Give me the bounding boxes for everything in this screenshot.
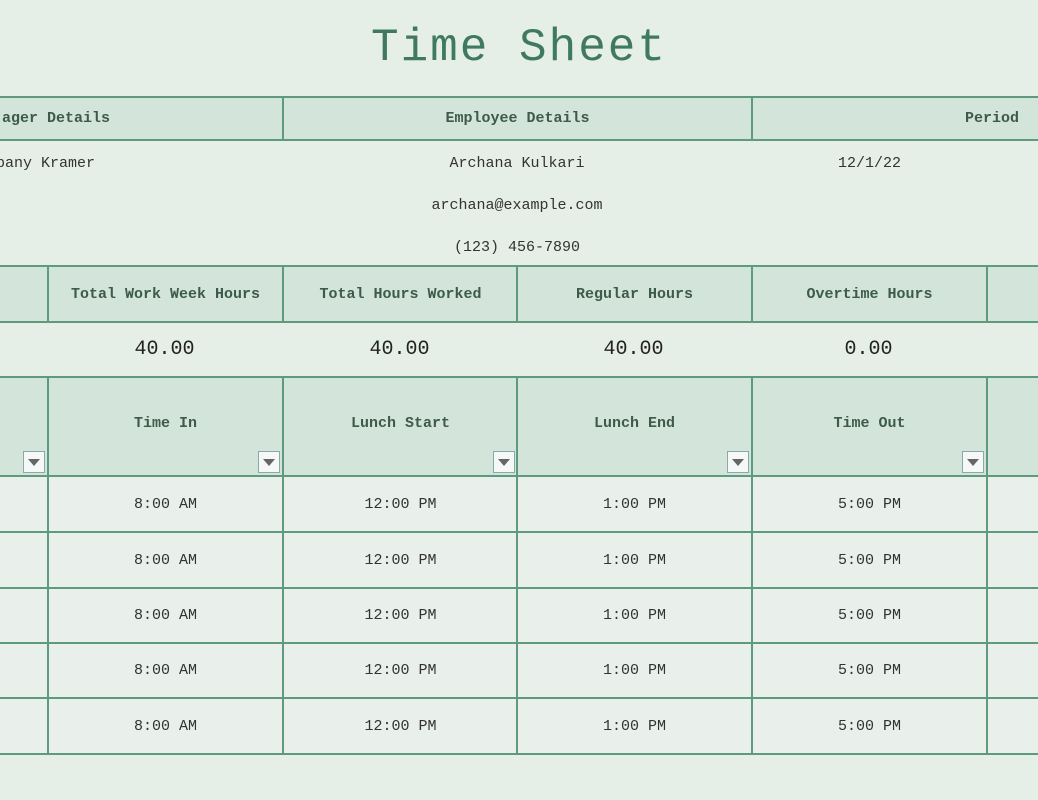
cell-value: 5:00 PM xyxy=(837,607,901,624)
summary-header-blank xyxy=(0,265,49,323)
period-value[interactable]: 12/1/22 xyxy=(837,155,901,172)
period-label: Period xyxy=(964,110,1019,127)
table-cell-empty[interactable] xyxy=(0,475,49,533)
column-header-label: Time In xyxy=(133,415,197,432)
chevron-down-icon xyxy=(732,458,744,466)
cell-value: 5:00 PM xyxy=(837,551,901,569)
summary-header-label: Total Hours Worked xyxy=(319,285,482,303)
filter-dropdown-button[interactable] xyxy=(23,451,45,473)
table-cell-empty[interactable] xyxy=(0,642,49,699)
chevron-down-icon xyxy=(28,458,40,466)
cell-value: 8:00 AM xyxy=(133,495,197,513)
cell-value: 1:00 PM xyxy=(602,551,666,569)
manager-name[interactable]: pany Kramer xyxy=(0,155,96,172)
table-cell-empty[interactable] xyxy=(986,475,1038,533)
cell-value: 12:00 PM xyxy=(364,662,437,679)
filter-dropdown-button[interactable] xyxy=(727,451,749,473)
table-cell[interactable]: 5:00 PM xyxy=(751,642,988,699)
page-title: Time Sheet xyxy=(370,22,668,74)
table-cell[interactable]: 1:00 PM xyxy=(516,642,753,699)
summary-header-total-hours-worked[interactable]: Total Hours Worked xyxy=(282,265,519,323)
table-header-blank[interactable] xyxy=(0,376,49,477)
cell-value: 1:00 PM xyxy=(602,607,666,624)
table-header-time-out[interactable]: Time Out xyxy=(751,376,988,477)
table-cell[interactable]: 5:00 PM xyxy=(751,531,988,589)
table-cell[interactable]: 8:00 AM xyxy=(47,697,284,755)
overtime-hours-value[interactable]: 0.00 xyxy=(844,338,893,361)
filter-dropdown-button[interactable] xyxy=(493,451,515,473)
filter-dropdown-button[interactable] xyxy=(962,451,984,473)
table-cell[interactable]: 1:00 PM xyxy=(516,697,753,755)
column-header-label: Lunch Start xyxy=(350,415,451,432)
table-cell[interactable]: 8:00 AM xyxy=(47,642,284,699)
table-cell-empty[interactable] xyxy=(986,642,1038,699)
column-header-label: Time Out xyxy=(833,415,906,432)
cell-value: 1:00 PM xyxy=(602,662,666,679)
table-cell-empty[interactable] xyxy=(0,531,49,589)
table-cell-empty[interactable] xyxy=(986,587,1038,644)
table-cell[interactable]: 5:00 PM xyxy=(751,587,988,644)
cell-value: 8:00 AM xyxy=(133,607,197,624)
cell-value: 12:00 PM xyxy=(364,717,437,735)
table-cell[interactable]: 1:00 PM xyxy=(516,475,753,533)
summary-header-label: Total Work Week Hours xyxy=(70,285,261,303)
regular-hours-value[interactable]: 40.00 xyxy=(603,338,664,361)
period-header[interactable]: Period xyxy=(751,96,1038,141)
summary-header-label: Overtime Hours xyxy=(806,285,933,303)
cell-value: 5:00 PM xyxy=(837,495,901,513)
cell-value: 8:00 AM xyxy=(133,662,197,679)
summary-header-extra xyxy=(986,265,1038,323)
summary-header-label: Regular Hours xyxy=(575,285,694,303)
cell-value: 5:00 PM xyxy=(837,717,901,735)
cell-value: 12:00 PM xyxy=(364,607,437,624)
table-cell[interactable]: 12:00 PM xyxy=(282,642,519,699)
total-hours-worked-value[interactable]: 40.00 xyxy=(369,338,430,361)
chevron-down-icon xyxy=(498,458,510,466)
table-cell[interactable]: 12:00 PM xyxy=(282,475,519,533)
employee-details-header[interactable]: Employee Details xyxy=(282,96,753,141)
table-cell[interactable]: 8:00 AM xyxy=(47,475,284,533)
table-cell[interactable]: 5:00 PM xyxy=(751,475,988,533)
table-cell-empty[interactable] xyxy=(986,531,1038,589)
table-cell[interactable]: 1:00 PM xyxy=(516,587,753,644)
table-header-extra xyxy=(986,376,1038,477)
cell-value: 5:00 PM xyxy=(837,662,901,679)
table-header-lunch-start[interactable]: Lunch Start xyxy=(282,376,519,477)
table-cell[interactable]: 5:00 PM xyxy=(751,697,988,755)
table-cell[interactable]: 12:00 PM xyxy=(282,587,519,644)
summary-header-overtime-hours[interactable]: Overtime Hours xyxy=(751,265,988,323)
table-cell[interactable]: 12:00 PM xyxy=(282,531,519,589)
column-header-label: Lunch End xyxy=(593,415,675,432)
manager-details-header[interactable]: ager Details xyxy=(0,96,284,141)
employee-details-label: Employee Details xyxy=(445,110,590,127)
total-work-week-hours-value[interactable]: 40.00 xyxy=(134,338,195,361)
employee-email[interactable]: archana@example.com xyxy=(431,197,603,214)
table-cell[interactable]: 12:00 PM xyxy=(282,697,519,755)
manager-details-label: ager Details xyxy=(2,110,111,127)
filter-dropdown-button[interactable] xyxy=(258,451,280,473)
cell-value: 1:00 PM xyxy=(602,717,666,735)
chevron-down-icon xyxy=(967,458,979,466)
table-cell[interactable]: 8:00 AM xyxy=(47,531,284,589)
cell-value: 8:00 AM xyxy=(133,717,197,735)
employee-phone[interactable]: (123) 456-7890 xyxy=(453,239,581,256)
summary-header-total-work-week[interactable]: Total Work Week Hours xyxy=(47,265,284,323)
summary-header-regular-hours[interactable]: Regular Hours xyxy=(516,265,753,323)
table-header-lunch-end[interactable]: Lunch End xyxy=(516,376,753,477)
cell-value: 8:00 AM xyxy=(133,551,197,569)
table-cell-empty[interactable] xyxy=(0,587,49,644)
table-cell-empty[interactable] xyxy=(0,697,49,755)
table-cell[interactable]: 1:00 PM xyxy=(516,531,753,589)
chevron-down-icon xyxy=(263,458,275,466)
table-header-time-in[interactable]: Time In xyxy=(47,376,284,477)
table-cell-empty[interactable] xyxy=(986,697,1038,755)
employee-name[interactable]: Archana Kulkari xyxy=(449,155,585,172)
cell-value: 1:00 PM xyxy=(602,495,666,513)
table-cell[interactable]: 8:00 AM xyxy=(47,587,284,644)
cell-value: 12:00 PM xyxy=(364,495,437,513)
cell-value: 12:00 PM xyxy=(364,551,437,569)
